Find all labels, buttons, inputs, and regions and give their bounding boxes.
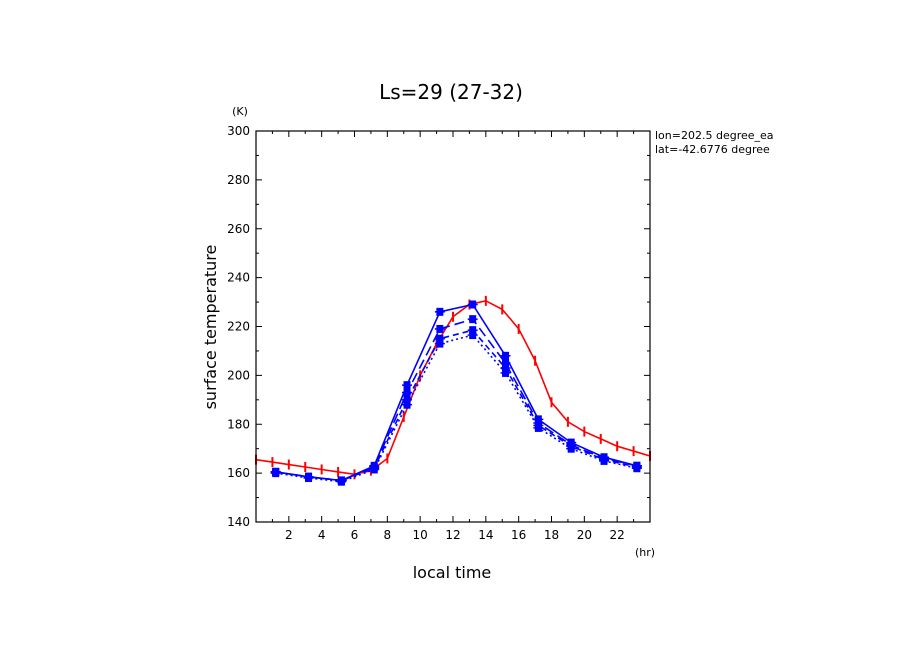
y-tick-label: 200 xyxy=(227,368,250,382)
x-tick-label: 2 xyxy=(285,528,293,542)
y-axis-label: surface temperature xyxy=(201,245,220,410)
y-tick-label: 280 xyxy=(227,173,250,187)
x-axis-label: local time xyxy=(413,563,492,582)
y-axis-unit: (K) xyxy=(232,105,248,118)
y-tick-label: 240 xyxy=(227,271,250,285)
chart-title: Ls=29 (27-32) xyxy=(379,80,523,104)
series-line-3 xyxy=(275,329,638,482)
y-tick-label: 160 xyxy=(227,466,250,480)
series-line-2 xyxy=(275,318,638,482)
x-tick-label: 22 xyxy=(610,528,625,542)
plot-frame xyxy=(255,130,651,523)
series-line-0 xyxy=(255,299,651,476)
annotation-lat: lat=-42.6776 degree xyxy=(655,143,770,156)
x-tick-label: 4 xyxy=(318,528,326,542)
x-tick-label: 10 xyxy=(413,528,428,542)
x-tick-label: 18 xyxy=(544,528,559,542)
y-tick-label: 300 xyxy=(227,124,250,138)
x-tick-label: 8 xyxy=(384,528,392,542)
plot-series xyxy=(255,295,651,486)
x-tick-label: 14 xyxy=(478,528,493,542)
x-tick-label: 20 xyxy=(577,528,592,542)
axis-ticks: 2 4 6 8 10 12 14 16 18 20 22 140 160 180 200 220 240 260 2… xyxy=(227,124,650,542)
y-tick-label: 220 xyxy=(227,320,250,334)
x-axis-unit: (hr) xyxy=(635,546,655,559)
series-line-4 xyxy=(275,334,638,483)
series-line-1 xyxy=(275,303,638,482)
x-tick-label: 12 xyxy=(445,528,460,542)
annotation-lon: lon=202.5 degree_ea xyxy=(655,129,774,142)
y-tick-label: 260 xyxy=(227,222,250,236)
x-tick-label: 16 xyxy=(511,528,526,542)
y-tick-label: 140 xyxy=(227,515,250,529)
x-tick-label: 6 xyxy=(351,528,359,542)
y-tick-label: 180 xyxy=(227,417,250,431)
